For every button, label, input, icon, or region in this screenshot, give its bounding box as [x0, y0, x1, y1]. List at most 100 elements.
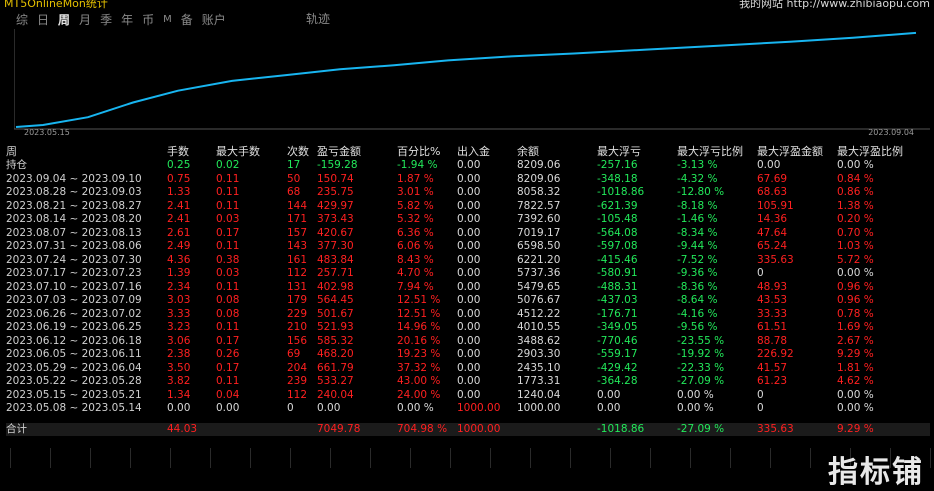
tab-2[interactable]: 周 [58, 12, 71, 27]
cell: 0.00 [457, 226, 481, 239]
cell: 235.75 [317, 186, 354, 198]
cell: 20.16 % [397, 334, 441, 347]
tab-0[interactable]: 综 [16, 12, 29, 27]
tab-4[interactable]: 季 [100, 12, 113, 27]
cell: 0.00 [457, 348, 481, 360]
cell: 2023.07.17 ~ 2023.07.23 [6, 267, 142, 279]
top-right-text: 我的网站 http://www.zhibiaopu.com [739, 0, 930, 10]
cell: 次数 [287, 145, 309, 158]
cell: 468.20 [317, 348, 354, 360]
cell: 0.11 [216, 375, 240, 387]
cell: 144 [287, 199, 308, 212]
cell: 盈亏金额 [317, 145, 361, 158]
cell: 2.61 [167, 226, 191, 239]
cell: -1.94 % [397, 159, 438, 171]
tab-1[interactable]: 日 [37, 12, 50, 27]
tab-9[interactable]: 账户 [201, 12, 226, 27]
tab-7[interactable]: M [163, 13, 172, 25]
cell: -9.44 % [677, 240, 718, 252]
cell: 43.53 [757, 294, 788, 306]
cell: -4.32 % [677, 172, 718, 185]
cell: 48.93 [757, 280, 788, 293]
cell: 余额 [517, 145, 539, 158]
tab-6[interactable]: 币 [142, 12, 155, 27]
cell: 0.00 [457, 375, 481, 387]
cell: -9.36 % [677, 267, 718, 279]
grid-tick [90, 448, 91, 468]
cell: 8209.06 [517, 159, 561, 171]
cell: 210 [287, 321, 308, 333]
cell: 420.67 [317, 226, 354, 239]
cell: 6.06 % [397, 240, 434, 252]
cell: 0.00 [457, 334, 481, 347]
cell: 1.34 [167, 388, 191, 401]
cell: 0.00 [457, 361, 481, 374]
cell: -8.36 % [677, 280, 718, 293]
tab-8[interactable]: 备 [180, 12, 193, 27]
cell: 0.03 [216, 213, 240, 225]
cell: 8209.06 [517, 172, 561, 185]
grid-tick [50, 448, 51, 468]
cell: 3.82 [167, 375, 191, 387]
cell: 0.84 % [837, 172, 874, 185]
cell: 2023.05.08 ~ 2023.05.14 [6, 402, 142, 414]
tab-track[interactable]: 轨迹 [306, 12, 331, 26]
grid-tick [690, 448, 691, 468]
cell: 0.00 [457, 186, 481, 198]
cell: 1.03 % [837, 240, 874, 252]
cell: 43.00 % [397, 375, 441, 387]
cell: 0.86 % [837, 186, 874, 198]
cell: 12.51 % [397, 307, 441, 320]
cell: -437.03 [597, 294, 638, 306]
cell: -7.52 % [677, 253, 718, 266]
table-row: 2023.07.17 ~ 2023.07.23 1.39 0.03 112 257.71… [6, 267, 930, 281]
grid-tick [810, 448, 811, 468]
cell: -27.09 % [677, 422, 725, 435]
cell: 402.98 [317, 280, 354, 293]
cell: 0.75 [167, 172, 191, 185]
cell: -1.46 % [677, 213, 718, 225]
cell: -488.31 [597, 280, 638, 293]
cell: 47.64 [757, 226, 788, 239]
table-row: 2023.05.15 ~ 2023.05.21 1.34 0.04 112 240.04… [6, 389, 930, 403]
cell: 5479.65 [517, 280, 561, 293]
cell: 44.03 [167, 422, 198, 435]
cell: 112 [287, 267, 308, 279]
watermark: 指标铺 [828, 455, 924, 490]
cell: 2023.05.29 ~ 2023.06.04 [6, 361, 142, 374]
chart-start-date: 2023.05.15 [24, 128, 70, 137]
table-row: 2023.09.04 ~ 2023.09.10 0.75 0.11 50 150.74 1… [6, 173, 930, 187]
table-row: 2023.08.07 ~ 2023.08.13 2.61 0.17 157 420.67… [6, 227, 930, 241]
tab-3[interactable]: 月 [79, 12, 92, 27]
grid-tick [930, 448, 931, 468]
table-row: 2023.06.12 ~ 2023.06.18 3.06 0.17 156 585.32… [6, 335, 930, 349]
cell: -559.17 [597, 348, 638, 360]
cell: 3.01 % [397, 186, 434, 198]
tab-5[interactable]: 年 [121, 12, 134, 27]
cell: 521.93 [317, 321, 354, 333]
cell: -8.34 % [677, 226, 718, 239]
cell: 7049.78 [317, 422, 361, 435]
cell: 2023.06.05 ~ 2023.06.11 [6, 348, 142, 360]
cell: 0 [757, 388, 764, 401]
cell: 合计 [6, 422, 27, 435]
cell: -8.64 % [677, 294, 718, 306]
cell: 226.92 [757, 348, 794, 360]
cell: -19.92 % [677, 348, 725, 360]
cell: 12.51 % [397, 294, 441, 306]
cell: 0.00 [457, 199, 481, 212]
cell: 105.91 [757, 199, 794, 212]
cell: -27.09 % [677, 375, 725, 387]
grid-tick [450, 448, 451, 468]
cell: 143 [287, 240, 308, 252]
cell: 0.00 [457, 159, 481, 171]
cell: 0.70 % [837, 226, 874, 239]
cell: 5.72 % [837, 253, 874, 266]
grid-tick [210, 448, 211, 468]
cell: 585.32 [317, 334, 354, 347]
cell: 1240.04 [517, 388, 561, 401]
cell: -12.80 % [677, 186, 725, 198]
cell: 9.29 % [837, 422, 874, 435]
cell: 14.36 [757, 213, 788, 225]
cell: 0.96 % [837, 280, 874, 293]
